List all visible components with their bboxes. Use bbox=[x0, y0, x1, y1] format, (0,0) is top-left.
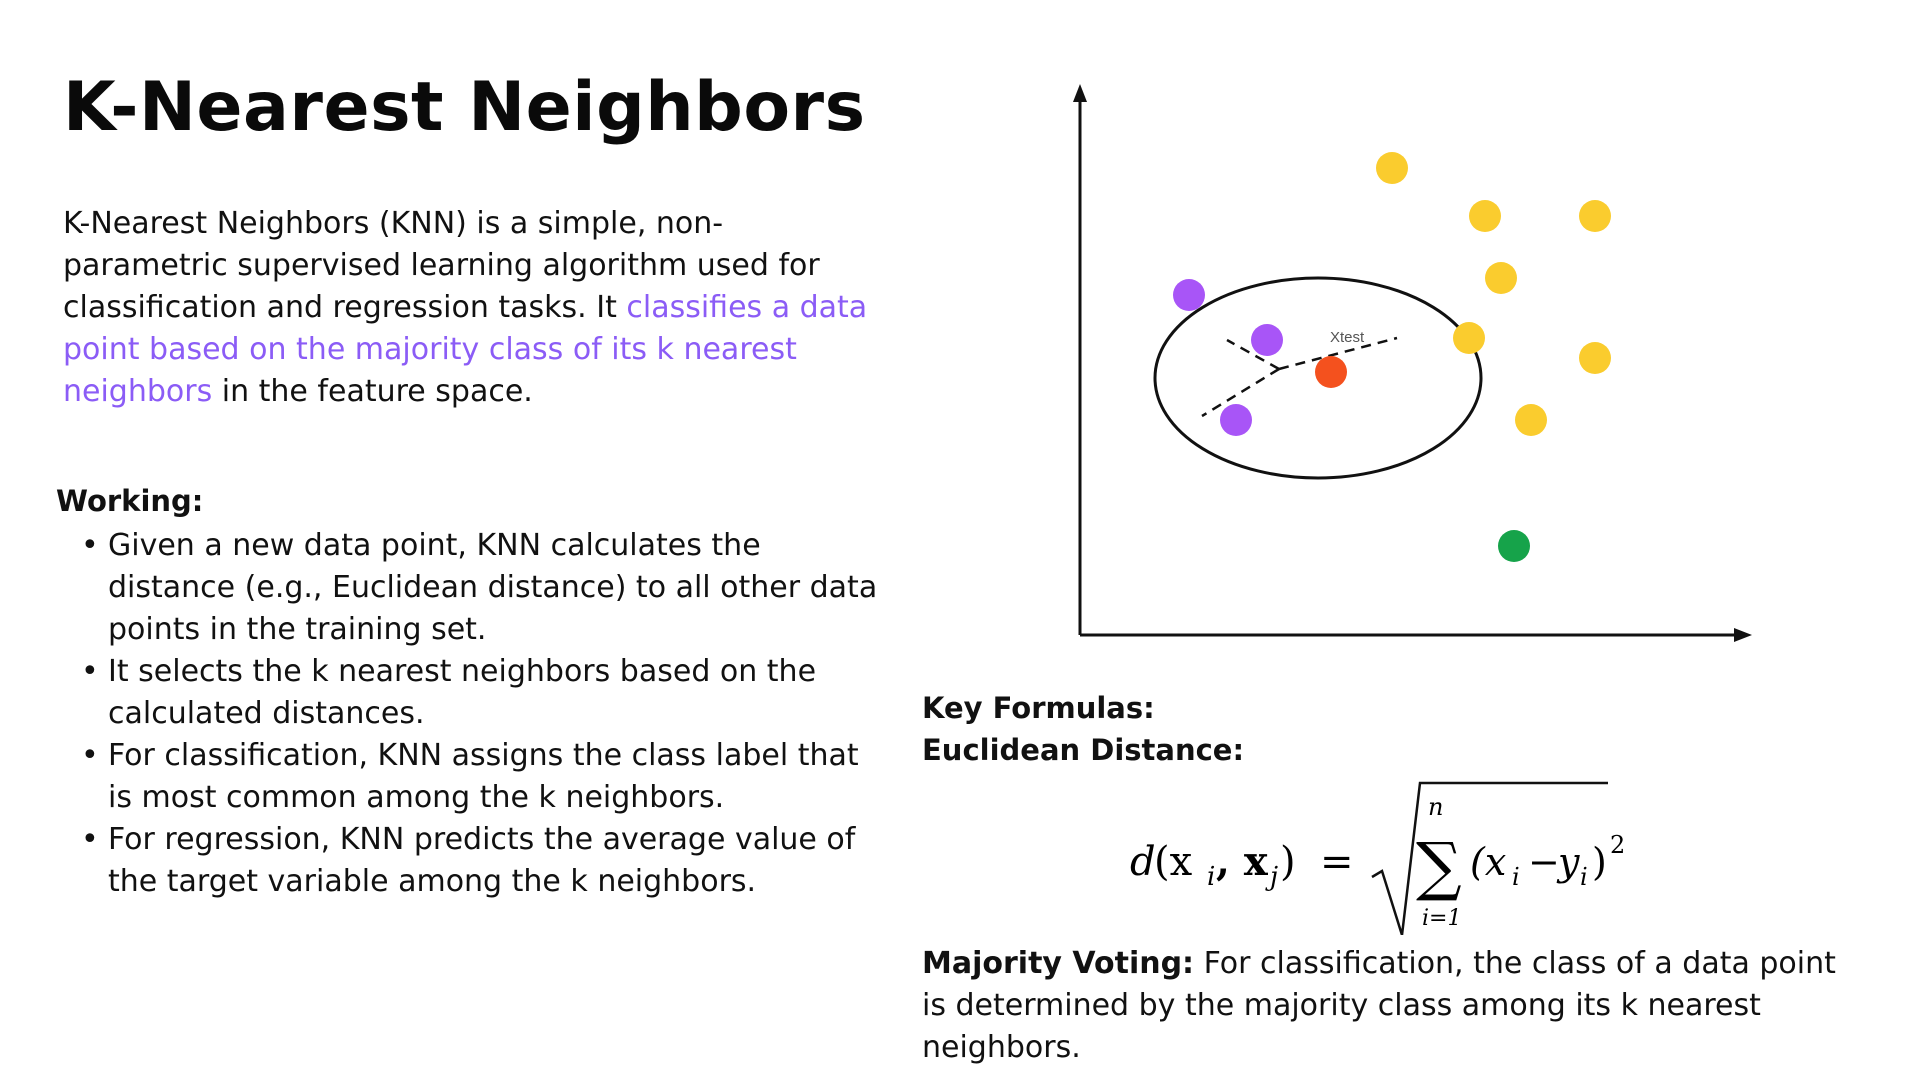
class-a-point bbox=[1376, 152, 1408, 184]
step-text: It selects the k nearest neighbors based… bbox=[108, 654, 817, 731]
key-formulas-heading: Key Formulas: bbox=[922, 691, 1155, 725]
step-text: Given a new data point, KNN calculates t… bbox=[108, 528, 878, 647]
bullet-icon: • bbox=[81, 654, 99, 689]
working-heading: Working: bbox=[56, 484, 204, 518]
formula-comma-x: , x bbox=[1216, 838, 1269, 885]
distance-line bbox=[1201, 367, 1280, 418]
class-a-point bbox=[1469, 200, 1501, 232]
bullet-icon: • bbox=[81, 738, 99, 773]
formula-equals: = bbox=[1320, 839, 1354, 885]
knn-illustration-svg: Xtest bbox=[1073, 84, 1752, 642]
class-b-point bbox=[1251, 324, 1283, 356]
intro-paragraph: K-Nearest Neighbors (KNN) is a simple, n… bbox=[63, 203, 883, 413]
class-a-point bbox=[1453, 322, 1485, 354]
term-y: y bbox=[1556, 840, 1580, 884]
voting-label: Majority Voting: bbox=[922, 946, 1195, 981]
class-a-point bbox=[1579, 200, 1611, 232]
majority-voting-paragraph: Majority Voting: For classification, the… bbox=[922, 943, 1862, 1069]
step-text: For regression, KNN predicts the average… bbox=[108, 822, 856, 899]
term-x: (x bbox=[1470, 840, 1506, 884]
intro-highlight: classifies a data point based on the maj… bbox=[63, 290, 868, 409]
formula-sub-i: i bbox=[1207, 862, 1215, 892]
class-a-point bbox=[1579, 342, 1611, 374]
other-point bbox=[1498, 530, 1530, 562]
list-item: • For classification, KNN assigns the cla… bbox=[63, 735, 883, 819]
list-item: • Given a new data point, KNN calculates … bbox=[63, 525, 883, 651]
working-steps-list: • Given a new data point, KNN calculates … bbox=[63, 525, 883, 903]
intro-text-start: K-Nearest Neighbors (KNN) is a simple, n… bbox=[63, 206, 820, 325]
class-a-point bbox=[1515, 404, 1547, 436]
euclidean-formula-svg: d (x i , x j ) = n ∑ i=1 (x i − y i ) 2 bbox=[1130, 781, 1625, 936]
euclidean-heading: Euclidean Distance: bbox=[922, 733, 1245, 767]
term-minus: − bbox=[1528, 840, 1560, 884]
step-text: For classification, KNN assigns the clas… bbox=[108, 738, 859, 815]
formula-close: ) bbox=[1280, 839, 1296, 885]
class-a-point bbox=[1485, 262, 1517, 294]
list-item: • For regression, KNN predicts the averag… bbox=[63, 819, 883, 903]
sum-lower: i=1 bbox=[1422, 906, 1461, 931]
term-close: ) bbox=[1592, 840, 1607, 884]
voting-text: For classification, the class of a data … bbox=[922, 946, 1836, 1065]
formula-d: d bbox=[1130, 839, 1156, 885]
euclidean-formula: d (x i , x j ) = n ∑ i=1 (x i − y i ) 2 bbox=[1120, 775, 1640, 936]
page-title: K-Nearest Neighbors bbox=[63, 68, 866, 147]
sigma-icon: ∑ bbox=[1416, 830, 1462, 904]
term-y-sub: i bbox=[1580, 863, 1588, 891]
distance-line bbox=[1226, 338, 1280, 371]
knn-illustration: Xtest bbox=[1040, 80, 1760, 650]
y-axis-arrow bbox=[1073, 84, 1087, 102]
test-point bbox=[1315, 356, 1347, 388]
distance-line bbox=[1278, 336, 1398, 371]
bullet-icon: • bbox=[81, 822, 99, 857]
x-axis-arrow bbox=[1734, 628, 1752, 642]
neighborhood-ellipse bbox=[1153, 276, 1483, 480]
bullet-icon: • bbox=[81, 528, 99, 563]
term-sub-i: i bbox=[1512, 863, 1520, 891]
sum-upper: n bbox=[1428, 793, 1443, 821]
formula-open: (x bbox=[1154, 839, 1193, 885]
class-b-point bbox=[1173, 279, 1205, 311]
class-b-point bbox=[1220, 404, 1252, 436]
test-point-label: Xtest bbox=[1330, 329, 1365, 346]
intro-text-end: in the feature space. bbox=[212, 374, 533, 409]
list-item: • It selects the k nearest neighbors base… bbox=[63, 651, 883, 735]
term-power: 2 bbox=[1610, 831, 1625, 859]
